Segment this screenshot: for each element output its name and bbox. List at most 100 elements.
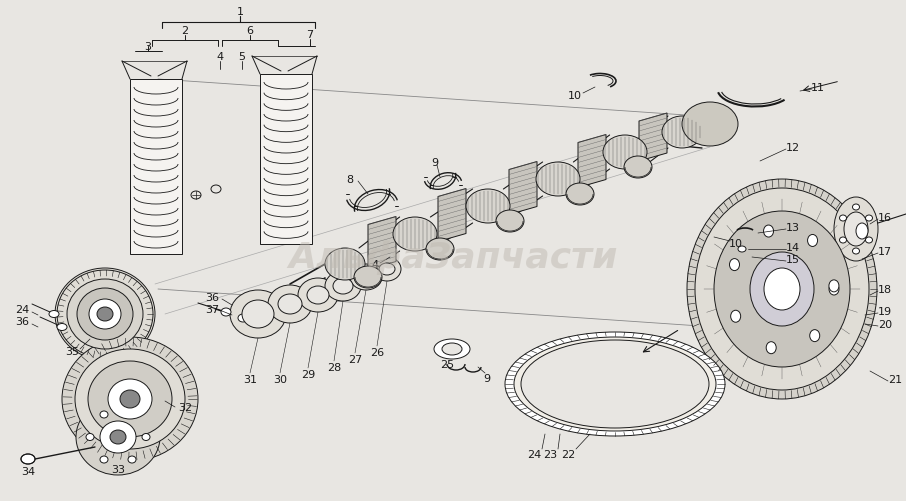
Ellipse shape	[603, 136, 647, 170]
Text: 25: 25	[440, 359, 454, 369]
Ellipse shape	[57, 324, 67, 331]
Ellipse shape	[57, 271, 153, 358]
Ellipse shape	[729, 259, 739, 271]
Ellipse shape	[853, 204, 860, 210]
Text: 36: 36	[15, 316, 29, 326]
Text: 30: 30	[273, 374, 287, 384]
Ellipse shape	[298, 279, 338, 313]
Ellipse shape	[536, 163, 580, 196]
Ellipse shape	[120, 390, 140, 408]
Polygon shape	[130, 80, 182, 255]
Text: 16: 16	[878, 212, 892, 222]
Ellipse shape	[834, 197, 878, 262]
Ellipse shape	[238, 314, 248, 322]
Text: 35: 35	[65, 346, 79, 356]
Ellipse shape	[496, 210, 524, 232]
Text: 4: 4	[217, 52, 224, 62]
Text: 5: 5	[238, 52, 246, 62]
Ellipse shape	[714, 211, 850, 367]
Ellipse shape	[67, 280, 143, 349]
Ellipse shape	[278, 295, 302, 314]
Ellipse shape	[807, 235, 817, 247]
Ellipse shape	[662, 117, 702, 149]
Text: 12: 12	[786, 143, 800, 153]
Text: 13: 13	[786, 222, 800, 232]
Text: 36: 36	[205, 293, 219, 303]
Ellipse shape	[829, 284, 839, 296]
Text: 6: 6	[246, 26, 254, 36]
Ellipse shape	[268, 286, 312, 323]
Ellipse shape	[682, 103, 738, 147]
Ellipse shape	[55, 269, 155, 360]
Text: 9: 9	[484, 373, 490, 383]
Ellipse shape	[521, 340, 709, 428]
Ellipse shape	[856, 223, 868, 239]
Ellipse shape	[242, 301, 274, 328]
Text: 8: 8	[346, 175, 353, 185]
Ellipse shape	[97, 308, 113, 321]
Ellipse shape	[100, 411, 108, 418]
Ellipse shape	[89, 300, 121, 329]
Ellipse shape	[354, 267, 382, 289]
Text: 4: 4	[371, 260, 379, 270]
Text: 23: 23	[543, 449, 557, 459]
Ellipse shape	[766, 342, 776, 354]
Polygon shape	[639, 114, 667, 162]
Ellipse shape	[840, 215, 846, 221]
Ellipse shape	[221, 309, 231, 316]
Ellipse shape	[750, 253, 814, 326]
Text: 20: 20	[878, 319, 892, 329]
Text: 19: 19	[878, 307, 892, 316]
Ellipse shape	[730, 311, 741, 323]
Text: 26: 26	[370, 347, 384, 357]
Ellipse shape	[100, 456, 108, 463]
Text: 15: 15	[786, 255, 800, 265]
Text: 10: 10	[568, 91, 582, 101]
Ellipse shape	[100, 421, 136, 453]
Ellipse shape	[426, 238, 454, 261]
Text: 34: 34	[21, 466, 35, 476]
Ellipse shape	[829, 280, 839, 292]
Ellipse shape	[357, 271, 375, 285]
Ellipse shape	[373, 258, 401, 282]
Ellipse shape	[211, 186, 221, 193]
Polygon shape	[578, 135, 606, 188]
Ellipse shape	[88, 361, 172, 437]
Text: 10: 10	[729, 238, 743, 248]
Ellipse shape	[49, 311, 59, 318]
Text: 2: 2	[181, 26, 188, 36]
Ellipse shape	[350, 265, 382, 291]
Text: 11: 11	[811, 83, 825, 93]
Text: АльфаЗапчасти: АльфаЗапчасти	[288, 240, 618, 275]
Text: 24: 24	[527, 449, 541, 459]
Text: 24: 24	[14, 305, 29, 314]
Ellipse shape	[21, 454, 35, 464]
Ellipse shape	[505, 332, 725, 436]
Ellipse shape	[687, 180, 877, 399]
Ellipse shape	[128, 456, 136, 463]
Ellipse shape	[333, 279, 353, 295]
Text: 33: 33	[111, 464, 125, 474]
Ellipse shape	[810, 330, 820, 342]
Polygon shape	[438, 189, 466, 242]
Ellipse shape	[695, 188, 869, 390]
Ellipse shape	[75, 349, 185, 449]
Text: 3: 3	[144, 42, 151, 52]
Ellipse shape	[738, 246, 746, 253]
Text: 14: 14	[786, 242, 800, 253]
Text: 17: 17	[878, 246, 892, 257]
Ellipse shape	[764, 225, 774, 237]
Ellipse shape	[128, 411, 136, 418]
Text: 32: 32	[178, 402, 192, 412]
Text: 21: 21	[888, 374, 902, 384]
Text: 9: 9	[431, 158, 439, 168]
Text: 29: 29	[301, 369, 315, 379]
Ellipse shape	[764, 269, 800, 311]
Ellipse shape	[325, 248, 365, 281]
Ellipse shape	[624, 157, 652, 179]
Text: 37: 37	[205, 305, 219, 314]
Ellipse shape	[230, 291, 286, 338]
Ellipse shape	[865, 215, 872, 221]
Ellipse shape	[844, 212, 868, 246]
Ellipse shape	[840, 237, 846, 243]
